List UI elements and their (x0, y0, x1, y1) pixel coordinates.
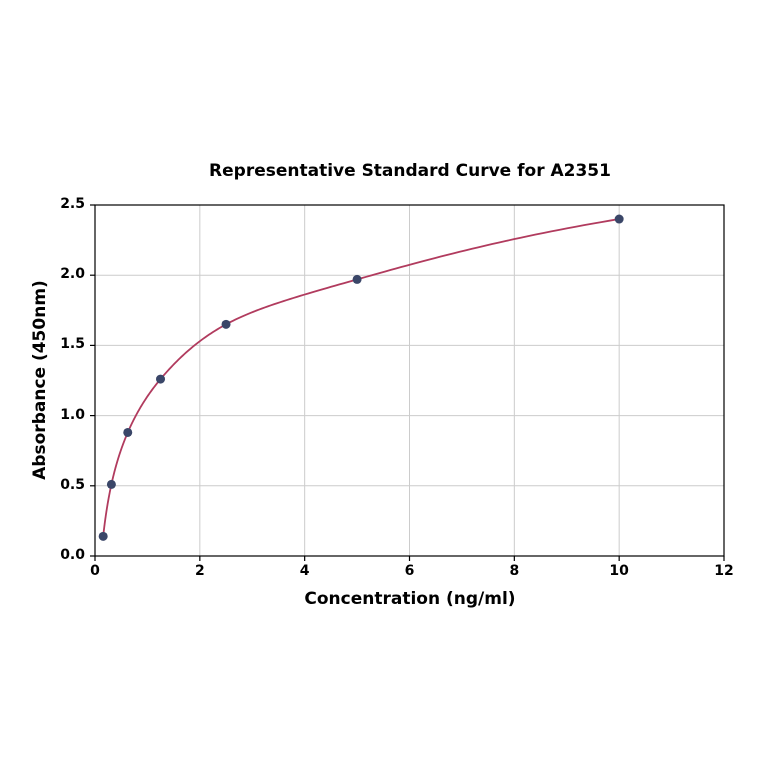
x-tick-label: 8 (509, 563, 520, 579)
data-point (106, 479, 116, 489)
y-tick-label: 0.0 (60, 547, 85, 563)
x-tick-label: 10 (609, 563, 629, 579)
data-point (221, 319, 231, 329)
y-tick-label: 1.0 (60, 406, 85, 423)
y-tick-label: 0.5 (60, 476, 85, 493)
data-point (98, 531, 108, 541)
x-tick-label: 2 (194, 563, 205, 579)
data-point (352, 274, 362, 284)
y-tick-label: 2.0 (60, 266, 85, 283)
data-point (156, 374, 166, 384)
data-point (123, 427, 133, 437)
x-tick-label: 12 (714, 563, 734, 579)
chart-title: Representative Standard Curve for A2351 (209, 161, 611, 181)
x-tick-label: 6 (404, 563, 415, 579)
x-tick-label: 4 (299, 563, 310, 579)
x-tick-label: 0 (90, 563, 100, 579)
data-point (614, 214, 624, 224)
y-tick-label: 2.5 (60, 196, 85, 212)
x-axis-label: Concentration (ng/ml) (304, 589, 516, 609)
fitted-curve (102, 218, 620, 537)
y-tick-label: 1.5 (60, 336, 85, 353)
